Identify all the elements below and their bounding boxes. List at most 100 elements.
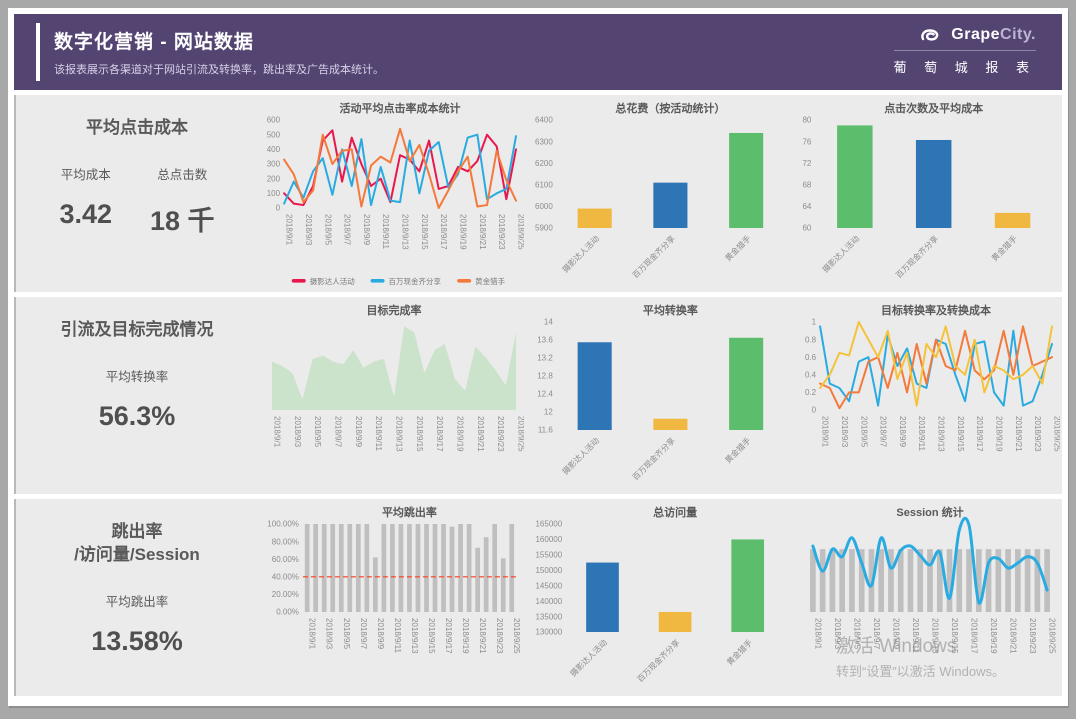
- svg-text:黄金猎手: 黄金猎手: [723, 233, 753, 263]
- svg-text:60: 60: [802, 224, 811, 233]
- svg-text:摄影达人活动: 摄影达人活动: [820, 233, 861, 274]
- kpi-title-line1: 跳出率: [111, 522, 163, 541]
- chart-avg-bounce-rate: 平均跳出率 0.00% 20.00% 40.00% 60.00% 80.00% 100.00…: [258, 499, 526, 696]
- brand-block[interactable]: GrapeCity. 葡 萄 城 报 表: [893, 26, 1036, 76]
- svg-text:2018/9/23: 2018/9/23: [497, 214, 506, 250]
- svg-text:145000: 145000: [535, 581, 562, 590]
- svg-text:2018/9/15: 2018/9/15: [956, 416, 965, 452]
- chart-total-visits: 总访问量 130000 135000 140000 145000 150000 155000…: [526, 499, 794, 696]
- report-header: 数字化营销 - 网站数据 该报表展示各渠道对于网站引流及转换率，跳出率及广告成本…: [14, 14, 1062, 90]
- chart-session-stats: Session 统计 2018/9/1 2018/9/3 2018/9/5 2018/9…: [794, 499, 1062, 696]
- svg-text:0.8: 0.8: [805, 335, 817, 344]
- svg-text:2018/9/15: 2018/9/15: [415, 416, 424, 452]
- svg-text:6400: 6400: [535, 116, 553, 125]
- svg-text:活动平均点击率成本统计: 活动平均点击率成本统计: [340, 101, 461, 115]
- svg-text:2018/9/19: 2018/9/19: [459, 214, 468, 250]
- brand-name-cn: 葡 萄 城 报 表: [893, 50, 1036, 76]
- svg-text:2018/9/7: 2018/9/7: [359, 618, 368, 650]
- chart-canvas-total-visits-by-campaign: 总访问量 130000 135000 140000 145000 150000 155000…: [535, 505, 765, 684]
- svg-text:400: 400: [267, 145, 281, 154]
- svg-text:2018/9/5: 2018/9/5: [323, 214, 332, 246]
- svg-text:2018/9/5: 2018/9/5: [852, 618, 861, 650]
- header-accent-bar: [36, 23, 40, 81]
- svg-text:130000: 130000: [535, 628, 562, 637]
- kpi-title: 跳出率/访问量/Session: [16, 521, 258, 567]
- svg-text:2018/9/1: 2018/9/1: [273, 416, 282, 448]
- row-click-cost: 平均点击成本 平均成本 3.42 总点击数 18 千 活动平均点击率成本统计 0 1…: [14, 95, 1062, 292]
- svg-text:2018/9/11: 2018/9/11: [917, 416, 926, 452]
- svg-text:2018/9/1: 2018/9/1: [813, 618, 822, 650]
- chart-goal-completion-rate: 目标完成率 2018/9/1 2018/9/3 2018/9/5 2018/9/7 201…: [258, 297, 526, 494]
- svg-text:12: 12: [544, 408, 553, 417]
- chart-total-spend-by-campaign: 总花费（按活动统计） 5900 6000 6100 6200 6300 6400 摄影达人活动…: [526, 95, 794, 292]
- svg-text:60.00%: 60.00%: [272, 555, 299, 564]
- kpi-panel-click-cost: 平均点击成本 平均成本 3.42 总点击数 18 千: [16, 95, 258, 292]
- svg-text:12.4: 12.4: [537, 390, 553, 399]
- svg-text:600: 600: [267, 116, 281, 125]
- metric-value: 13.58%: [91, 625, 183, 656]
- svg-text:百万现金齐分享: 百万现金齐分享: [630, 233, 677, 280]
- grapecity-logo-icon: [921, 28, 939, 41]
- svg-text:2018/9/25: 2018/9/25: [512, 618, 521, 654]
- svg-text:2018/9/21: 2018/9/21: [1009, 618, 1018, 654]
- svg-text:2018/9/9: 2018/9/9: [354, 416, 363, 448]
- svg-text:64: 64: [802, 202, 811, 211]
- svg-text:百万现金齐分享: 百万现金齐分享: [893, 233, 940, 280]
- svg-text:2018/9/3: 2018/9/3: [325, 618, 334, 650]
- svg-text:68: 68: [802, 181, 811, 190]
- svg-text:2018/9/7: 2018/9/7: [334, 416, 343, 448]
- svg-text:2018/9/5: 2018/9/5: [313, 416, 322, 448]
- chart-avg-conversion-rate: 平均转换率 11.6 12 12.4 12.8 13.2 13.6 14 摄影达人活动 百万现金齐…: [526, 297, 794, 494]
- svg-text:40.00%: 40.00%: [272, 573, 299, 582]
- metric-label: 平均转换率: [105, 369, 169, 384]
- svg-text:2018/9/3: 2018/9/3: [840, 416, 849, 448]
- svg-text:2018/9/13: 2018/9/13: [401, 214, 410, 250]
- metric-value: 3.42: [59, 198, 112, 229]
- svg-text:140000: 140000: [535, 597, 562, 606]
- metric-avg-bounce: 平均跳出率 13.58%: [91, 591, 183, 657]
- svg-text:2018/9/25: 2018/9/25: [1053, 416, 1061, 452]
- svg-text:6300: 6300: [535, 137, 553, 146]
- chart-clicks-and-avg-cost: 点击次数及平均成本 60 64 68 72 76 80 摄影达人活动 百万现金齐分享 黄金猎手: [794, 95, 1062, 292]
- svg-text:2018/9/17: 2018/9/17: [975, 416, 984, 452]
- svg-text:100.00%: 100.00%: [267, 520, 299, 529]
- svg-text:黄金猎手: 黄金猎手: [989, 233, 1019, 263]
- svg-text:300: 300: [267, 160, 281, 169]
- chart-canvas-total-spend-by-campaign: 总花费（按活动统计） 5900 6000 6100 6200 6300 6400 摄影达人活动…: [535, 101, 764, 280]
- row-goal-completion: 引流及目标完成情况 平均转换率 56.3% 目标完成率 2018/9/1 2018/…: [14, 297, 1062, 494]
- svg-text:76: 76: [802, 137, 811, 146]
- svg-text:11.6: 11.6: [538, 426, 554, 435]
- svg-text:摄影达人活动: 摄影达人活动: [568, 637, 609, 678]
- chart-canvas-goal-completion-rate: 目标完成率 2018/9/1 2018/9/3 2018/9/5 2018/9/7 201…: [272, 303, 524, 452]
- svg-text:平均转换率: 平均转换率: [643, 303, 698, 317]
- svg-text:2018/9/7: 2018/9/7: [343, 214, 352, 246]
- svg-text:2018/9/23: 2018/9/23: [495, 618, 504, 654]
- svg-text:6100: 6100: [535, 181, 553, 190]
- brand-name-suffix: City.: [1000, 26, 1036, 43]
- svg-text:2018/9/23: 2018/9/23: [1028, 618, 1037, 654]
- metric-value: 18 千: [150, 205, 215, 236]
- svg-text:0.6: 0.6: [805, 353, 817, 362]
- legend-item: 黄金猎手: [457, 276, 506, 286]
- metric-avg-cost: 平均成本 3.42: [59, 164, 112, 238]
- kpi-panel-goal-completion: 引流及目标完成情况 平均转换率 56.3%: [16, 297, 258, 494]
- svg-text:80: 80: [802, 116, 811, 125]
- svg-text:2018/9/5: 2018/9/5: [342, 618, 351, 650]
- svg-text:2018/9/3: 2018/9/3: [833, 618, 842, 650]
- svg-text:2018/9/23: 2018/9/23: [496, 416, 505, 452]
- svg-text:13.2: 13.2: [537, 354, 553, 363]
- svg-text:Session 统计: Session 统计: [896, 505, 963, 519]
- svg-text:2018/9/1: 2018/9/1: [308, 618, 317, 650]
- svg-text:2018/9/9: 2018/9/9: [898, 416, 907, 448]
- svg-text:20.00%: 20.00%: [272, 590, 299, 599]
- svg-text:2018/9/19: 2018/9/19: [456, 416, 465, 452]
- svg-text:2018/9/11: 2018/9/11: [381, 214, 390, 250]
- svg-text:2018/9/13: 2018/9/13: [395, 416, 404, 452]
- svg-text:2018/9/7: 2018/9/7: [872, 618, 881, 650]
- svg-text:2018/9/9: 2018/9/9: [376, 618, 385, 650]
- svg-text:总访问量: 总访问量: [653, 505, 697, 519]
- svg-text:2018/9/17: 2018/9/17: [970, 618, 979, 654]
- svg-text:0.4: 0.4: [805, 371, 817, 380]
- svg-text:0: 0: [276, 204, 281, 213]
- svg-text:摄影达人活动: 摄影达人活动: [560, 435, 601, 476]
